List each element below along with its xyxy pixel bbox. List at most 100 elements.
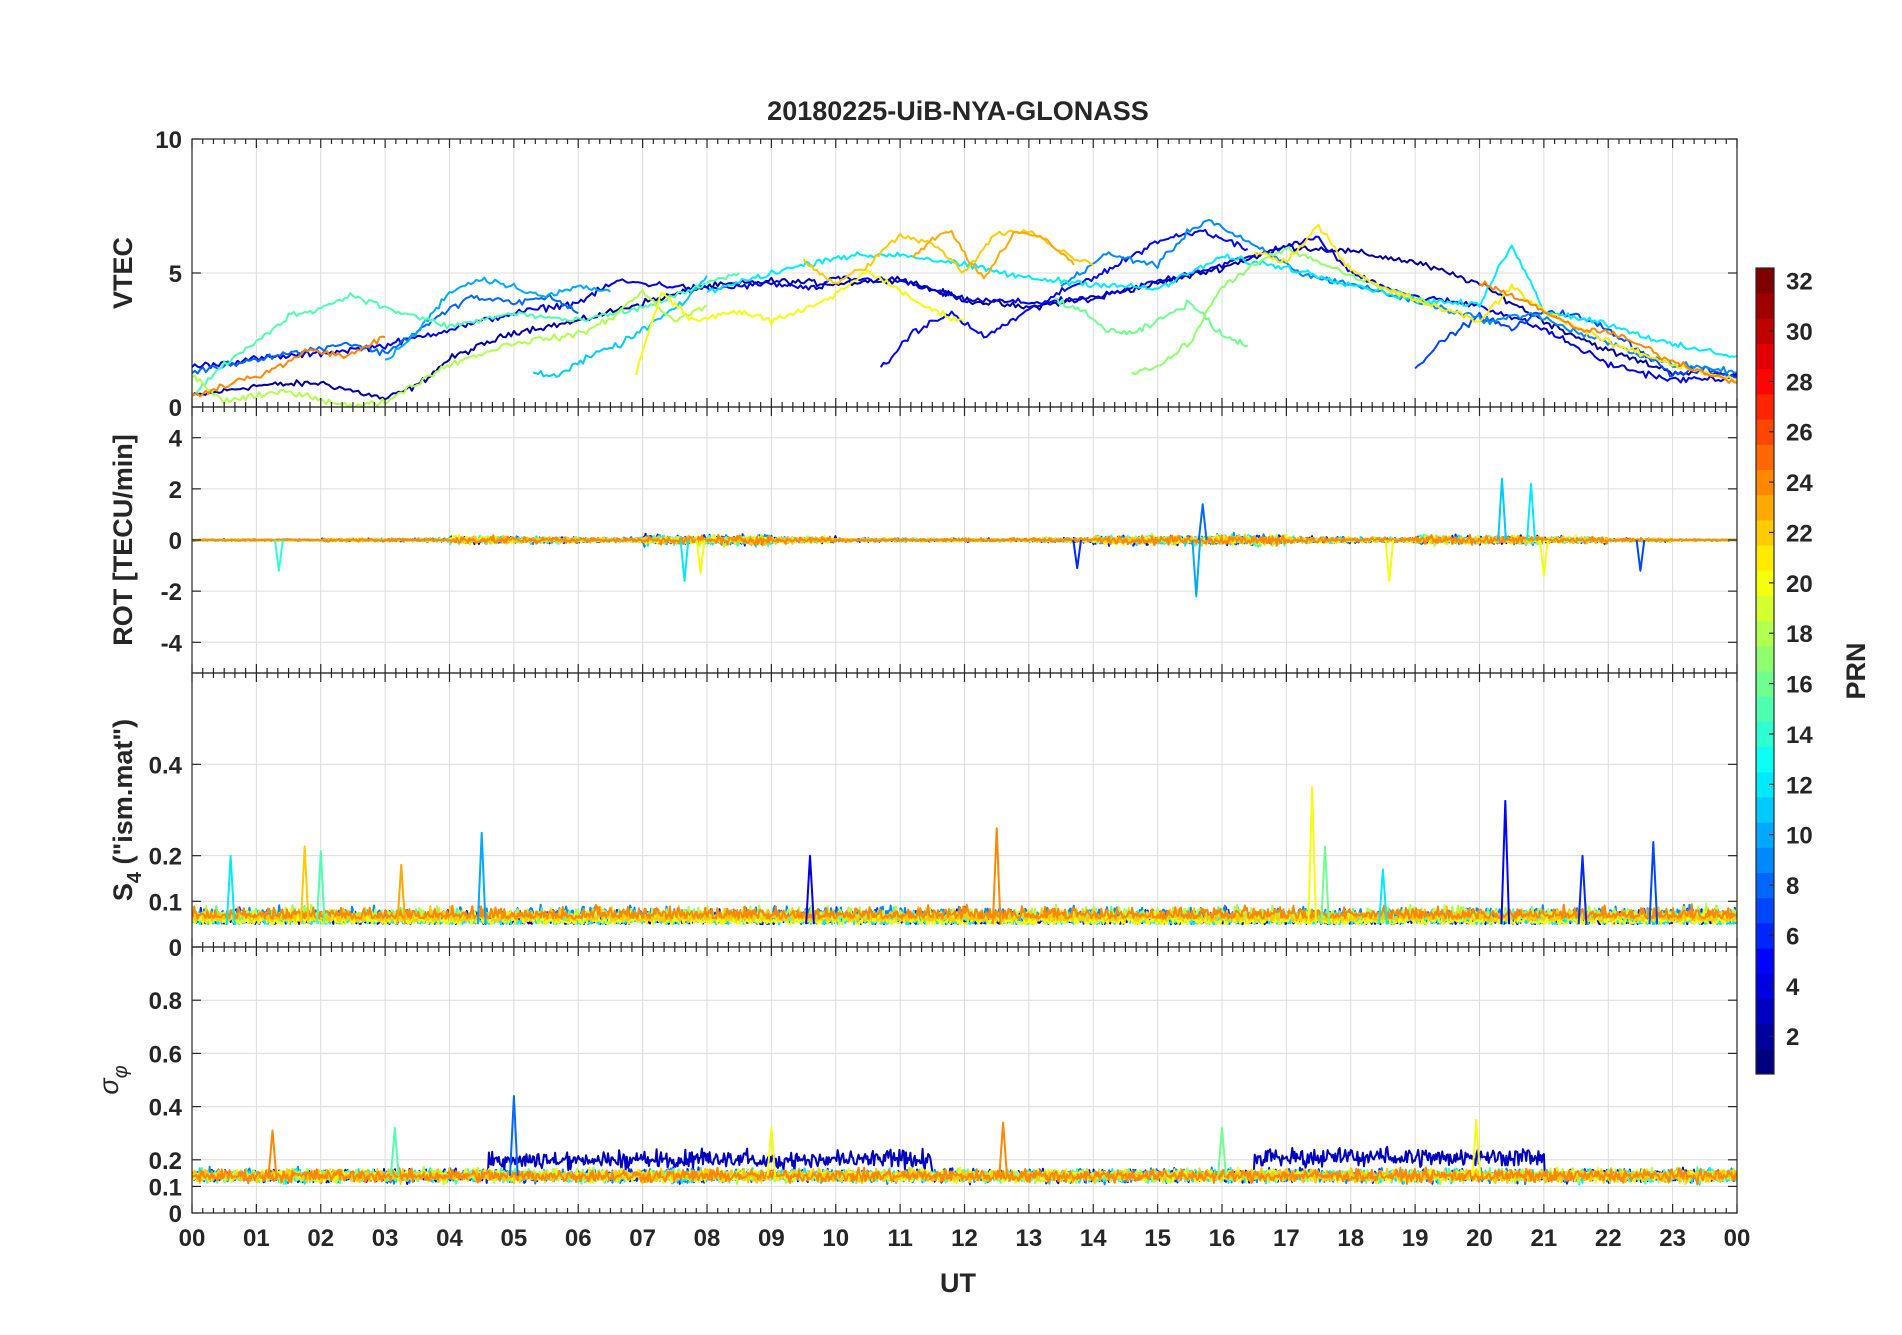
x-tick-label: 10 (822, 1225, 849, 1252)
sigma_phi-spike (766, 1126, 777, 1176)
colorbar-band (1756, 1048, 1774, 1075)
colorbar-tick-label: 4 (1786, 974, 1800, 1001)
y-axis-label-main: σ (94, 1077, 124, 1095)
s4-spike (1378, 868, 1388, 925)
y-tick-label-sigma_phi: 0.6 (149, 1041, 182, 1068)
s4-series-prn-24 (192, 903, 1737, 920)
y-tick-label-rot: -2 (161, 579, 182, 606)
x-tick-label: 02 (307, 1225, 334, 1252)
traces-sigma_phi (192, 1095, 1737, 1186)
chart-title: 20180225-UiB-NYA-GLONASS (767, 96, 1149, 126)
colorbar-band (1756, 746, 1774, 773)
x-tick-label: 01 (243, 1225, 270, 1252)
rot-series-prn-24 (192, 532, 1737, 547)
traces-s4 (192, 786, 1737, 926)
s4-spike (1307, 786, 1317, 925)
colorbar-band (1756, 973, 1774, 999)
x-tick-label: 04 (436, 1225, 463, 1252)
x-tick-label: 05 (501, 1225, 528, 1252)
x-tick-label: 03 (372, 1225, 399, 1252)
y-tick-label-sigma_phi: 0.8 (149, 988, 182, 1015)
vtec-series-prn-23 (912, 229, 1075, 280)
sigma_phi-spike (998, 1121, 1008, 1176)
x-tick-label: 19 (1402, 1225, 1429, 1252)
vtec-series-prn-21 (1253, 223, 1737, 383)
vtec-series-prn-15 (192, 272, 740, 396)
x-tick-label: 23 (1659, 1225, 1686, 1252)
s4-spike (225, 854, 236, 925)
panel-s4: 00.10.20.4S4 ("ism.mat") (108, 672, 1738, 962)
vtec-series-prn-7 (1414, 309, 1737, 379)
s4-spike (1577, 854, 1588, 925)
y-tick-label-sigma_phi: 0.2 (149, 1148, 182, 1175)
s4-spike (991, 827, 1002, 925)
colorbar-band (1756, 872, 1774, 899)
colorbar-tick-label: 8 (1786, 873, 1799, 900)
y-axis-label-sub: φ (110, 1065, 132, 1078)
colorbar-band (1756, 847, 1774, 873)
colorbar-band (1756, 545, 1774, 571)
y-axis-label-vtec: VTEC (108, 237, 138, 309)
x-tick-label: 18 (1337, 1225, 1364, 1252)
rot-spike (1072, 539, 1082, 570)
colorbar-band (1756, 620, 1774, 647)
colorbar-band (1756, 822, 1774, 848)
colorbar-band (1756, 595, 1774, 622)
y-tick-label-sigma_phi: 0 (169, 1201, 182, 1228)
y-tick-label-s4: 0.2 (149, 844, 182, 871)
s4-spike (1500, 799, 1511, 925)
rot-spike (695, 539, 706, 575)
y-axis-label-rest: ("ism.mat") (108, 719, 138, 872)
colorbar-band (1756, 519, 1774, 546)
s4-spike (476, 831, 487, 925)
rot-spike (1526, 482, 1536, 541)
colorbar-label: PRN (1841, 642, 1871, 699)
colorbar-band (1756, 771, 1774, 798)
y-tick-label-rot: 0 (169, 528, 182, 555)
y-axis-label-main: S (108, 883, 138, 901)
x-tick-label: 08 (694, 1225, 721, 1252)
y-tick-label-s4: 0 (169, 935, 182, 962)
x-tick-label: 17 (1273, 1225, 1300, 1252)
colorbar-tick-label: 6 (1786, 923, 1799, 950)
y-axis-label-rot: ROT [TECU/min] (108, 434, 138, 645)
colorbar-band (1756, 948, 1774, 974)
rot-spike (679, 539, 690, 582)
panel-sigma_phi: 00.10.2 0.4 0.6 0.8 σφ 00 01 02 03 04 05 06 07 08 09 10… (94, 946, 1751, 1252)
colorbar-band (1756, 570, 1774, 596)
sigma_phi-spike (1471, 1118, 1482, 1176)
y-axis-label-sub: 4 (124, 871, 146, 883)
vtec-series-prn-18 (192, 288, 708, 407)
rot-spike (1384, 539, 1395, 582)
vtec-series-prn-16 (1054, 297, 1249, 348)
s4-spike (315, 850, 326, 925)
colorbar-band (1756, 494, 1774, 521)
colorbar-band (1756, 469, 1774, 496)
colorbar-tick-label: 12 (1786, 772, 1813, 799)
colorbar-tick-label: 26 (1786, 420, 1813, 447)
rot-spike (1497, 477, 1507, 541)
x-tick-label: 00 (1724, 1225, 1751, 1252)
x-tick-label: 11 (887, 1225, 912, 1252)
colorbar-band (1756, 1023, 1774, 1050)
colorbar-band (1756, 368, 1774, 395)
y-tick-label-rot: 4 (169, 426, 183, 453)
colorbar-band (1756, 343, 1774, 370)
y-axis-label-sigma_phi: σφ (94, 1065, 132, 1094)
traces-rot (192, 477, 1737, 598)
colorbar-band (1756, 796, 1774, 823)
vtec-series-prn-20 (635, 269, 966, 376)
colorbar-band (1756, 696, 1774, 722)
colorbar-band (1756, 721, 1774, 748)
rot-spike (274, 539, 284, 572)
vtec-series-prn-10 (384, 276, 611, 361)
rot-spike (1539, 539, 1549, 577)
panel-vtec: 0 5 10 VTEC (108, 127, 1738, 422)
y-tick-label-s4: 0.4 (149, 752, 183, 779)
colorbar-band (1756, 897, 1774, 924)
y-tick-label-rot: -4 (161, 630, 183, 657)
colorbar-band (1756, 998, 1774, 1025)
s4-series-prn-20 (192, 908, 1737, 926)
